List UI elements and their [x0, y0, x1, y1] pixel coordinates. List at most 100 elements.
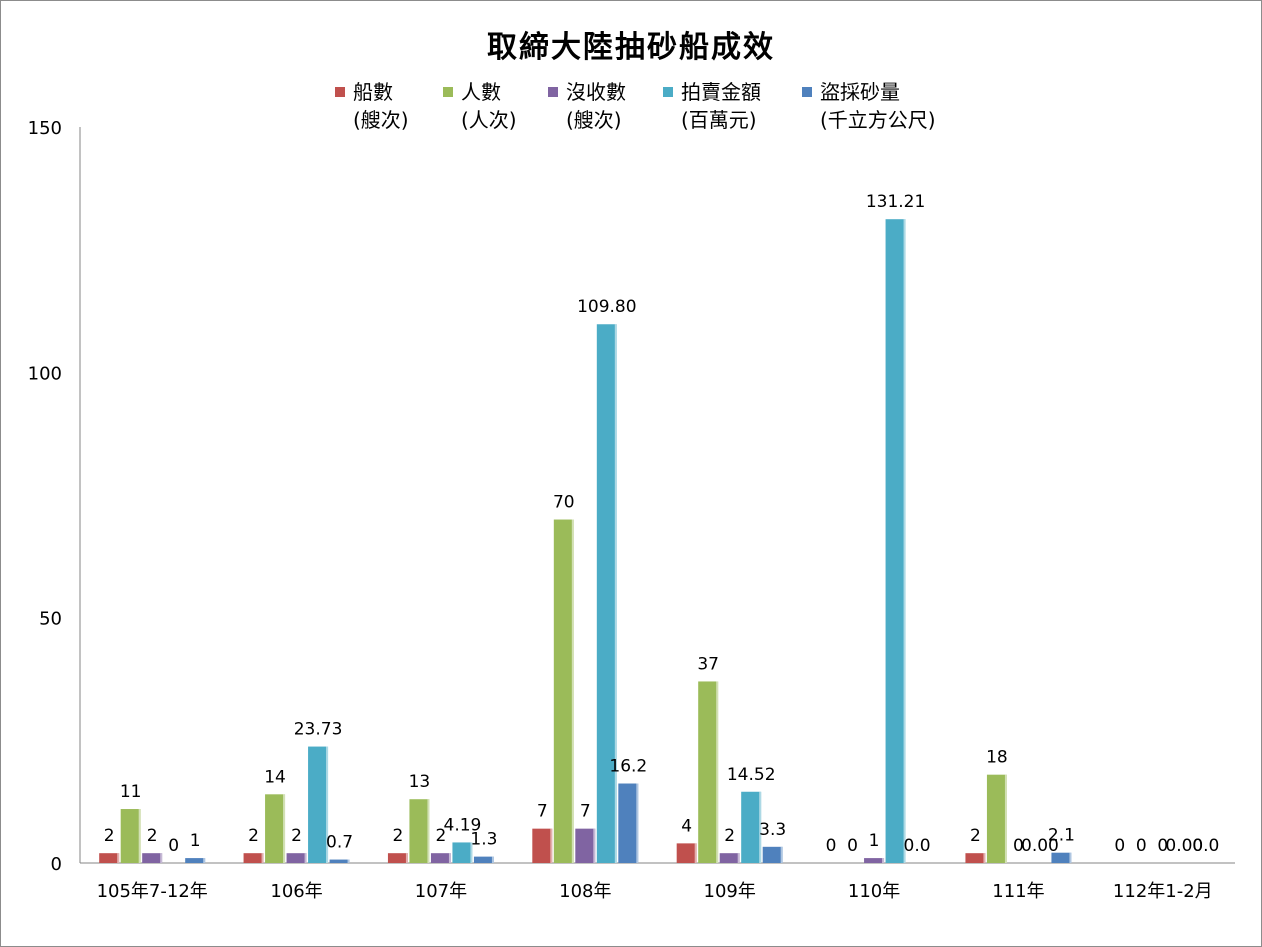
bar-s3-c4 — [741, 791, 762, 863]
data-label-s4-c7: 0.0 — [1192, 836, 1219, 856]
bar-highlight-s1-c6 — [1004, 774, 1007, 863]
bar-s3-c3 — [596, 324, 617, 863]
data-label-s3-c6: 0.00 — [1021, 836, 1059, 856]
bar-highlight-s0-c3 — [550, 828, 553, 863]
data-label-s3-c5: 131.21 — [866, 192, 925, 212]
data-label-s0-c2: 2 — [393, 826, 404, 846]
legend-unit-confiscated: (艘次) — [566, 108, 622, 132]
data-label-s1-c4: 37 — [697, 654, 719, 674]
legend-unit-auction: (百萬元) — [681, 108, 757, 132]
bar-highlight-s4-c3 — [636, 783, 639, 863]
bar-highlight-s2-c0 — [160, 853, 163, 863]
bar-s1-c4 — [698, 681, 719, 863]
chart-title: 取締大陸抽砂船成效 — [487, 30, 775, 65]
data-label-s4-c0: 1 — [190, 831, 201, 851]
bar-s2-c5 — [864, 858, 885, 863]
bar-highlight-s3-c4 — [759, 791, 762, 863]
bar-s1-c1 — [265, 794, 286, 863]
data-label-s2-c7: 0 — [1157, 836, 1168, 856]
data-label-s2-c0: 2 — [147, 826, 158, 846]
bar-s4-c1 — [329, 859, 350, 863]
data-label-s3-c0: 0 — [168, 836, 179, 856]
bar-highlight-s0-c0 — [117, 853, 120, 863]
bar-highlight-s0-c2 — [405, 853, 408, 863]
data-label-s3-c2: 4.19 — [444, 815, 482, 835]
bar-highlight-s1-c3 — [571, 519, 574, 863]
data-label-s0-c1: 2 — [248, 826, 259, 846]
data-label-s2-c1: 2 — [291, 826, 302, 846]
bar-s0-c1 — [243, 853, 264, 863]
bar-s1-c6 — [986, 774, 1007, 863]
data-label-s1-c1: 14 — [264, 767, 286, 787]
bar-highlight-s3-c3 — [614, 324, 617, 863]
x-tick-label-3: 108年 — [559, 881, 611, 902]
data-label-s2-c4: 2 — [724, 826, 735, 846]
legend-swatch-auction — [663, 87, 673, 97]
data-label-s4-c6: 2.1 — [1048, 826, 1075, 846]
legend-unit-ships: (艘次) — [353, 108, 409, 132]
bar-s4-c4 — [762, 846, 783, 863]
x-tick-label-5: 110年 — [848, 881, 900, 902]
legend-unit-sand-volume: (千立方公尺) — [820, 108, 936, 132]
bar-highlight-s0-c1 — [261, 853, 264, 863]
bar-highlight-s4-c0 — [203, 858, 206, 863]
bar-s2-c4 — [719, 853, 740, 863]
data-label-s3-c3: 109.80 — [577, 297, 636, 317]
bar-s4-c0 — [185, 858, 206, 863]
legend-swatch-ships — [335, 87, 345, 97]
bar-highlight-s4-c1 — [347, 859, 350, 863]
bar-highlight-s2-c4 — [737, 853, 740, 863]
data-label-s2-c3: 7 — [580, 802, 591, 822]
bar-highlight-s0-c6 — [983, 853, 986, 863]
bar-highlight-s3-c2 — [470, 842, 473, 863]
data-label-s4-c5: 0.0 — [904, 836, 931, 856]
data-label-s1-c0: 11 — [120, 782, 142, 802]
bar-highlight-s3-c5 — [903, 219, 906, 863]
bar-highlight-s1-c0 — [138, 809, 141, 863]
bar-highlight-s4-c2 — [491, 856, 494, 863]
data-label-s3-c7: 0.00 — [1165, 836, 1203, 856]
data-label-s0-c0: 2 — [104, 826, 115, 846]
bar-s2-c2 — [430, 853, 451, 863]
bar-s0-c3 — [532, 828, 553, 863]
bar-s2-c0 — [142, 853, 163, 863]
legend-unit-people: (人次) — [461, 108, 517, 132]
bar-s0-c2 — [387, 853, 408, 863]
bar-s1-c2 — [409, 799, 430, 863]
legend-label-sand-volume: 盜採砂量 — [820, 80, 900, 104]
data-label-s3-c4: 14.52 — [727, 765, 776, 785]
bar-s3-c1 — [308, 746, 329, 863]
data-label-s4-c2: 1.3 — [470, 830, 497, 850]
legend-swatch-sand-volume — [802, 87, 812, 97]
bar-s4-c2 — [473, 856, 494, 863]
data-label-s1-c7: 0 — [1136, 836, 1147, 856]
bar-highlight-s1-c2 — [427, 799, 430, 863]
bar-highlight-s0-c4 — [694, 843, 697, 863]
legend-swatch-people — [443, 87, 453, 97]
bar-s3-c2 — [452, 842, 473, 863]
bar-s0-c0 — [99, 853, 120, 863]
bar-highlight-s4-c6 — [1069, 852, 1072, 863]
legend-label-people: 人數 — [461, 80, 501, 104]
data-label-s4-c3: 16.2 — [609, 757, 647, 777]
x-tick-label-4: 109年 — [704, 881, 756, 902]
bar-s2-c1 — [286, 853, 307, 863]
bar-s4-c3 — [618, 783, 639, 863]
bar-highlight-s2-c1 — [304, 853, 307, 863]
data-label-s0-c3: 7 — [537, 802, 548, 822]
legend-label-confiscated: 沒收數 — [566, 80, 626, 104]
data-label-s2-c2: 2 — [436, 826, 447, 846]
legend-item-people: 人數 (人次) — [443, 78, 517, 134]
legend-swatch-confiscated — [548, 87, 558, 97]
data-label-s4-c4: 3.3 — [759, 820, 786, 840]
bar-s0-c4 — [676, 843, 697, 863]
data-label-s1-c3: 70 — [553, 493, 575, 513]
data-label-s3-c1: 23.73 — [294, 720, 343, 740]
bar-s2-c3 — [575, 828, 596, 863]
data-label-s1-c6: 18 — [986, 748, 1008, 768]
data-label-s2-c6: 0 — [1013, 836, 1024, 856]
legend-label-auction: 拍賣金額 — [681, 80, 761, 104]
data-label-s1-c2: 13 — [409, 772, 431, 792]
legend-item-auction: 拍賣金額 (百萬元) — [663, 78, 761, 134]
